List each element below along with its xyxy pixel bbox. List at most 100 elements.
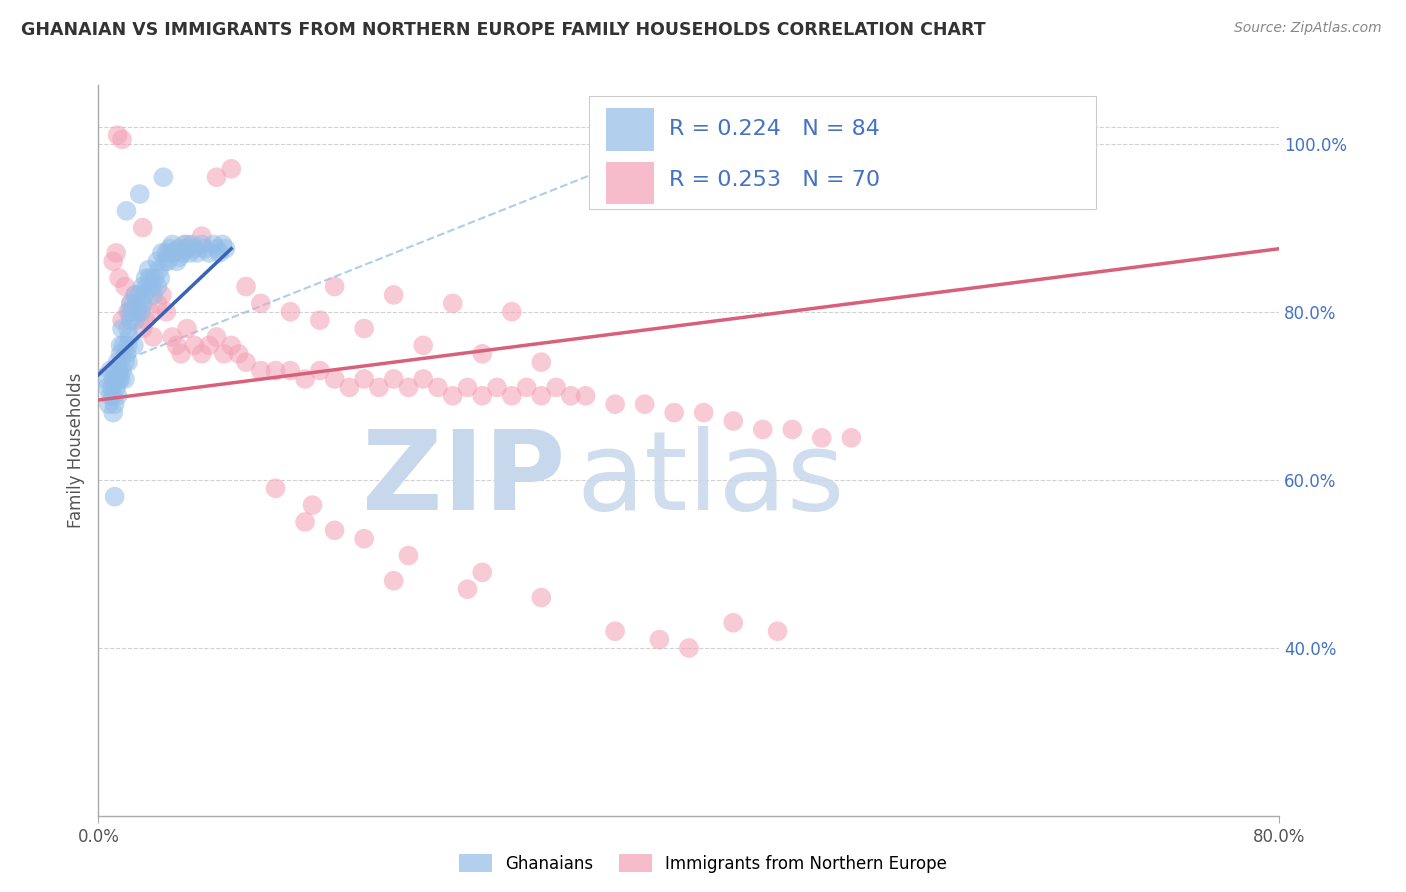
Point xyxy=(110,372,132,386)
Point xyxy=(111,132,134,146)
Point xyxy=(382,574,405,588)
Point xyxy=(132,279,155,293)
Point xyxy=(323,372,346,386)
Point xyxy=(501,389,523,403)
Text: Source: ZipAtlas.com: Source: ZipAtlas.com xyxy=(1234,21,1382,36)
Point xyxy=(94,372,117,386)
Point xyxy=(110,347,132,361)
Point xyxy=(176,321,198,335)
Point xyxy=(471,347,494,361)
Point xyxy=(176,242,198,256)
Point xyxy=(104,490,127,504)
Point xyxy=(457,380,479,394)
Point xyxy=(841,431,863,445)
FancyBboxPatch shape xyxy=(589,95,1097,209)
Point xyxy=(115,347,138,361)
Point xyxy=(166,338,188,352)
Point xyxy=(120,313,142,327)
Point xyxy=(264,363,287,377)
Point xyxy=(208,246,231,260)
Point xyxy=(110,338,132,352)
Point xyxy=(198,338,221,352)
Point xyxy=(172,246,194,260)
Point xyxy=(191,237,214,252)
Point xyxy=(103,406,125,420)
Point xyxy=(162,246,183,260)
Point xyxy=(530,591,553,605)
Point xyxy=(280,363,302,377)
Point xyxy=(139,271,162,285)
Point xyxy=(152,170,174,185)
Point xyxy=(173,237,195,252)
Point xyxy=(382,288,405,302)
Point xyxy=(155,304,177,318)
Point xyxy=(124,313,146,327)
Point xyxy=(103,372,125,386)
Point xyxy=(105,372,128,386)
Point xyxy=(138,262,160,277)
Point xyxy=(191,229,214,244)
Point xyxy=(128,187,150,202)
Point xyxy=(546,380,568,394)
Point xyxy=(782,422,804,436)
Point xyxy=(111,363,134,377)
Text: ZIP: ZIP xyxy=(361,426,565,533)
Point xyxy=(155,246,177,260)
Point xyxy=(132,220,155,235)
Point xyxy=(398,549,420,563)
Point xyxy=(501,304,523,318)
Point xyxy=(127,304,149,318)
Point xyxy=(202,237,225,252)
Point xyxy=(530,355,553,369)
Point xyxy=(132,296,155,310)
Point xyxy=(471,566,494,580)
Point xyxy=(114,355,136,369)
Point xyxy=(132,321,155,335)
Point xyxy=(427,380,450,394)
Point xyxy=(157,242,180,256)
Point xyxy=(156,254,179,268)
Point xyxy=(97,397,120,411)
Point xyxy=(146,254,169,268)
Point xyxy=(250,296,273,310)
Point xyxy=(104,397,127,411)
Point xyxy=(129,304,152,318)
Y-axis label: Family Households: Family Households xyxy=(66,373,84,528)
Point xyxy=(183,338,205,352)
Point xyxy=(212,347,235,361)
Point xyxy=(214,242,236,256)
Point xyxy=(146,279,169,293)
Point xyxy=(117,338,139,352)
Point xyxy=(664,406,686,420)
Point xyxy=(111,321,134,335)
Point xyxy=(108,271,131,285)
Point xyxy=(457,582,479,597)
Point xyxy=(723,414,745,428)
Point xyxy=(135,271,157,285)
Point xyxy=(412,338,434,352)
Point xyxy=(309,313,332,327)
Point xyxy=(98,363,121,377)
Point xyxy=(648,632,671,647)
Point xyxy=(186,246,208,260)
Point xyxy=(198,246,221,260)
Text: GHANAIAN VS IMMIGRANTS FROM NORTHERN EUROPE FAMILY HOUSEHOLDS CORRELATION CHART: GHANAIAN VS IMMIGRANTS FROM NORTHERN EUR… xyxy=(21,21,986,39)
Point xyxy=(114,372,136,386)
Point xyxy=(121,304,143,318)
FancyBboxPatch shape xyxy=(606,108,654,151)
Point xyxy=(398,380,420,394)
Point xyxy=(105,246,128,260)
Point xyxy=(111,313,134,327)
Point xyxy=(142,330,165,344)
Point xyxy=(486,380,509,394)
Point xyxy=(339,380,361,394)
Point xyxy=(191,347,214,361)
Text: R = 0.224   N = 84: R = 0.224 N = 84 xyxy=(669,119,880,138)
Point xyxy=(441,296,464,310)
Point xyxy=(150,246,173,260)
Point xyxy=(605,624,627,639)
Point xyxy=(124,288,146,302)
Point xyxy=(183,242,205,256)
Point xyxy=(150,288,173,302)
Point xyxy=(205,330,228,344)
